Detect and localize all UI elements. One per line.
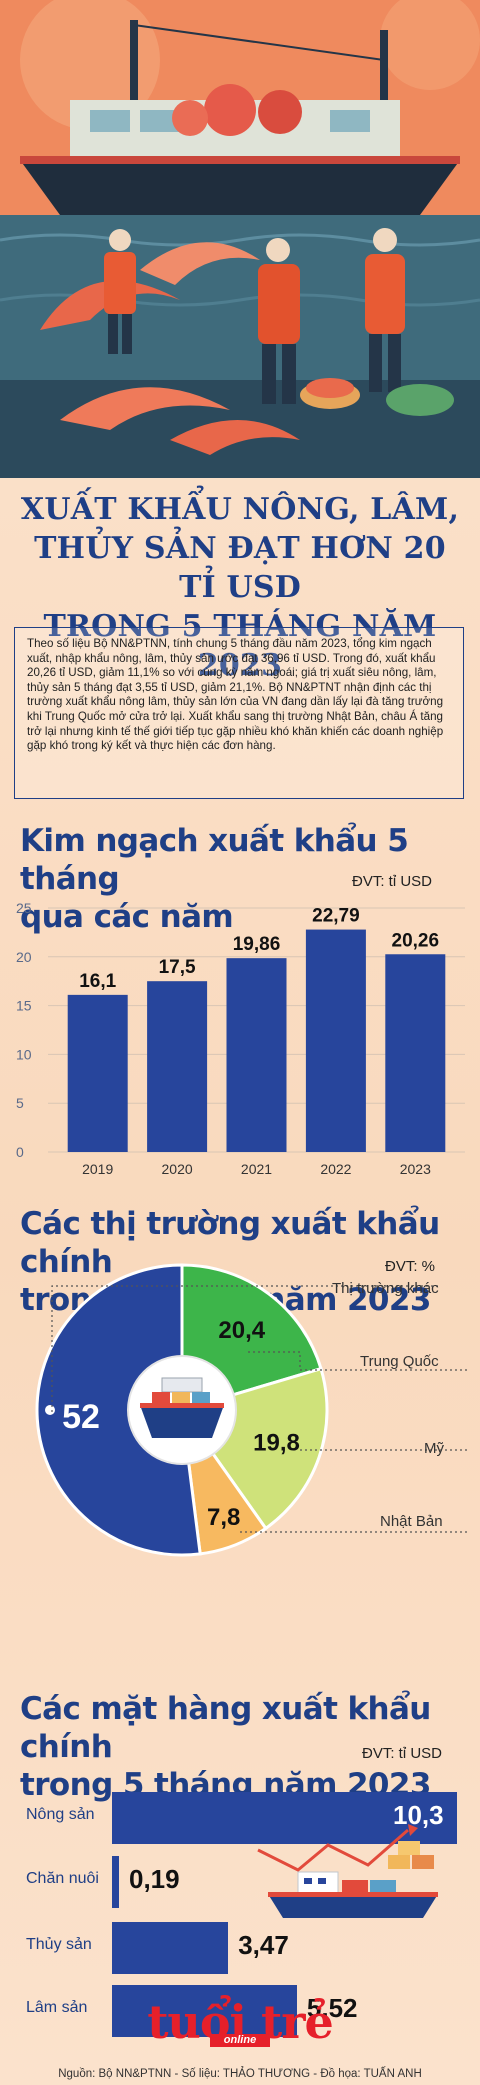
bar-value-label: 16,1 [79,971,116,992]
intro-text-box: Theo số liệu Bộ NN&PTNN, tính chung 5 th… [14,627,464,799]
hero-illustration [0,0,480,478]
y-tick-label: 25 [16,900,32,916]
bar-2022 [305,929,366,1152]
product-value-label: 10,3 [393,1800,444,1830]
pie-title-line-1: Các thị trường xuất khẩu chính [20,1206,440,1280]
product-value-label: 3,47 [238,1930,289,1960]
bar-2019 [67,994,128,1152]
product-bar [112,1985,297,2037]
legend-other-markets: Thị trường khác [332,1280,439,1297]
x-tick-label: 2020 [162,1161,193,1177]
y-tick-label: 15 [16,998,32,1014]
bar-2021 [226,958,287,1152]
bar-chart-unit: ĐVT: tỉ USD [352,873,433,890]
prod-title-line-1: Các mặt hàng xuất khẩu chính [20,1691,431,1765]
product-row: Chăn nuôi 0,19 [0,1856,480,1908]
legend-china: Trung Quốc [360,1353,439,1370]
page-title: XUẤT KHẨU NÔNG, LÂM, THỦY SẢN ĐẠT HƠN 20… [20,490,460,685]
bar-2023 [385,954,446,1152]
leader-other [51,1285,440,1412]
brand-logo-sub: online [210,2034,270,2047]
product-label: Chăn nuôi [26,1870,99,1887]
bar-value-label: 20,26 [392,930,440,951]
y-tick-label: 0 [16,1144,24,1160]
products-chart-unit: ĐVT: tỉ USD [362,1745,443,1762]
container-ship-icon [257,1824,438,1918]
product-label: Lâm sản [26,1999,88,2016]
leader-china [248,1351,470,1371]
title-line-1: XUẤT KHẨU NÔNG, LÂM, [20,492,460,527]
legend-japan: Nhật Bản [380,1513,443,1530]
donut-chart-svg: 20,4 19,8 7,8 52 [35,1263,470,1557]
x-tick-label: 2022 [320,1161,351,1177]
product-bar [112,1922,229,1974]
product-bar [112,1792,457,1844]
product-row: Nông sản 10,3 [0,1792,480,1844]
slice-value-label: 19,8 [253,1430,300,1457]
product-label: Nông sản [26,1806,95,1823]
slice-value-label: 20,4 [218,1317,265,1344]
y-tick-label: 10 [16,1046,32,1062]
x-tick-label: 2019 [82,1161,113,1177]
bar-chart-svg: 0 5 10 15 20 25 16,1 2019 17,5 2020 19,86 2021 22,79… [16,900,465,1177]
y-tick-label: 20 [16,949,32,965]
bar-value-label: 17,5 [159,957,196,978]
product-row: Thủy sản 3,47 [0,1922,480,1974]
product-row: Lâm sản 5,52 [0,1985,480,2037]
slice-value-label: 7,8 [207,1504,240,1531]
title-line-2: THỦY SẢN ĐẠT HƠN 20 TỈ USD [34,531,446,605]
bar-2020 [147,981,208,1152]
x-tick-label: 2023 [400,1161,431,1177]
y-tick-label: 5 [16,1095,24,1111]
cargo-ship-icon [140,1377,224,1438]
product-value-label: 5,52 [306,1993,358,2023]
product-label: Thủy sản [26,1936,92,1953]
product-value-label: 0,19 [129,1864,180,1894]
bar-value-label: 22,79 [312,906,360,927]
pie-chart-unit: ĐVT: % [385,1258,436,1275]
yearly-export-bar-chart: 0 5 10 15 20 25 16,1 2019 17,5 2020 19,86 2021 22,79… [0,890,480,1180]
legend-usa: Mỹ [424,1440,444,1457]
shrimp-illustration [40,242,300,455]
x-tick-label: 2021 [241,1161,272,1177]
title-line-3: TRONG 5 THÁNG NĂM 2023 [43,609,437,683]
markets-donut-chart: 20,4 19,8 7,8 52 Thị trường khác Trung Quốc… [0,1240,480,1650]
bar-chart-title: Kim ngạch xuất khẩu 5 tháng qua các năm [20,822,480,936]
brand-logo: tuổi trẻ online [0,1998,480,2047]
slice-thị-trường-khác [35,1263,202,1557]
slice-value-label: 52 [62,1398,100,1436]
bar-value-label: 19,86 [233,934,281,955]
source-credit: Nguồn: Bộ NN&PTNN - Số liệu: THẢO THƯƠNG… [58,2068,422,2080]
marker-dot [45,1405,55,1415]
bar-title-line-1: Kim ngạch xuất khẩu 5 tháng [20,823,409,897]
bar-title-line-2: qua các năm [20,899,234,935]
product-bar [112,1856,119,1908]
